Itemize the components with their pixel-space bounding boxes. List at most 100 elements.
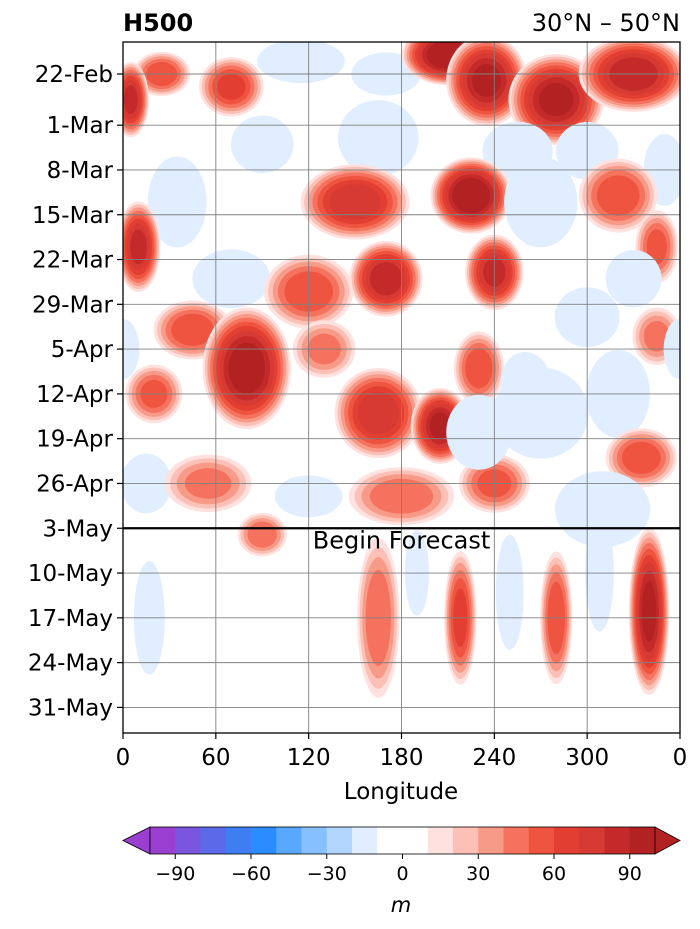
anomaly-blob	[147, 156, 207, 248]
colorbar-segment	[301, 827, 328, 854]
colorbar-segment	[453, 827, 479, 854]
colorbar-segment	[503, 827, 530, 854]
colorbar-segment	[478, 827, 504, 854]
contour-level	[641, 581, 657, 642]
y-tick-label: 15-Mar	[32, 203, 114, 229]
y-tick-label: 24-May	[28, 651, 113, 677]
anomaly-blob	[349, 240, 423, 317]
anomaly-blob	[605, 249, 662, 308]
contour-level	[247, 521, 278, 548]
anomaly-blob	[578, 158, 658, 233]
anomaly-blob	[123, 201, 161, 293]
colorbar-tick-label: 0	[396, 863, 408, 885]
colorbar-segment	[554, 827, 580, 854]
y-tick-label: 26-Apr	[36, 471, 113, 497]
x-axis-label: Longitude	[344, 779, 458, 805]
anomaly-blob	[586, 349, 650, 438]
y-tick-label: 19-Apr	[36, 427, 113, 453]
anomaly-blob	[199, 57, 264, 117]
x-tick-label: 0	[673, 745, 688, 771]
colorbar-segment	[276, 827, 302, 854]
colorbar-tick-label: −30	[307, 863, 347, 885]
anomaly-blob	[300, 164, 410, 240]
contour-level	[130, 229, 147, 265]
chart-subtitle: 30°N – 50°N	[532, 9, 680, 37]
anomaly-blob	[337, 100, 419, 176]
y-tick-label: 12-Apr	[36, 382, 113, 408]
contour-level	[446, 394, 512, 470]
contour-level	[492, 367, 589, 459]
contour-level	[230, 115, 294, 174]
plot-area	[123, 42, 680, 733]
y-tick-label: 31-May	[28, 695, 113, 721]
anomaly-blob	[453, 331, 504, 406]
contour-level	[337, 100, 419, 176]
anomaly-blob	[230, 115, 294, 174]
colorbar-segment	[377, 827, 429, 854]
contour-level	[429, 412, 451, 440]
colorbar-tick-label: −90	[155, 863, 195, 885]
colorbar-segment	[604, 827, 631, 854]
anomaly-blob	[495, 534, 524, 650]
x-tick-label: 60	[201, 745, 230, 771]
contour-level	[495, 534, 524, 650]
colorbar-tick-label: 90	[618, 863, 642, 885]
y-tick-label: 22-Feb	[35, 62, 113, 88]
colorbar-segment	[200, 827, 227, 854]
contour-level	[643, 320, 670, 352]
anomaly-blob	[605, 428, 677, 488]
anomaly-blob	[504, 156, 578, 248]
y-tick-label: 29-Mar	[32, 292, 114, 318]
anomaly-blob	[540, 551, 573, 685]
contour-level	[192, 249, 271, 309]
colorbar-extend-low	[122, 826, 151, 855]
y-tick-label: 5-Apr	[51, 337, 114, 363]
x-tick-label: 180	[380, 745, 424, 771]
anomaly-blob	[446, 394, 512, 470]
chart-title: H500	[123, 9, 193, 37]
colorbar-tick-label: 30	[466, 863, 490, 885]
contour-level	[596, 175, 640, 216]
anomaly-blob	[482, 121, 553, 180]
colorbar-tick-label: −60	[231, 863, 271, 885]
contour-level	[621, 441, 661, 474]
anomaly-blob	[123, 61, 149, 138]
colorbar-segment	[326, 827, 353, 854]
colorbar-segment	[579, 827, 605, 854]
anomaly-blob	[192, 249, 271, 309]
contour-level	[147, 156, 207, 248]
contour-level	[369, 261, 403, 296]
contour-level	[605, 249, 662, 308]
anomaly-blob	[430, 157, 512, 234]
colorbar-extend-high	[654, 826, 681, 855]
contour-level	[504, 156, 578, 248]
x-tick-label: 240	[472, 745, 516, 771]
colorbar-tick-label: 60	[542, 863, 566, 885]
contour-level	[257, 42, 345, 83]
contour-level	[646, 229, 668, 265]
y-tick-label: 3-May	[43, 516, 113, 542]
colorbar-segment	[225, 827, 252, 854]
y-tick-label: 22-Mar	[32, 248, 114, 274]
anomaly-blob	[237, 512, 287, 557]
anomaly-blob	[628, 527, 670, 695]
anomaly-blob	[334, 367, 422, 459]
anomaly-blob	[257, 42, 345, 83]
x-tick-label: 120	[287, 745, 331, 771]
x-axis: 0 60 120 180 240 300 0	[116, 733, 688, 771]
contour-level	[123, 85, 138, 115]
contour-level	[217, 73, 246, 100]
x-tick-label: 300	[565, 745, 609, 771]
colorbar-segment	[528, 827, 555, 854]
anomaly-blob	[446, 42, 527, 126]
contour-level	[329, 184, 381, 220]
contour-level	[538, 83, 574, 117]
contour-level	[228, 342, 266, 394]
grid-lines	[123, 42, 680, 733]
x-tick-label: 0	[116, 745, 131, 771]
anomaly-blob	[578, 42, 680, 112]
forecast-annotation: Begin Forecast	[313, 526, 491, 554]
colorbar-label: m	[391, 893, 411, 917]
y-tick-label: 17-May	[28, 606, 113, 632]
